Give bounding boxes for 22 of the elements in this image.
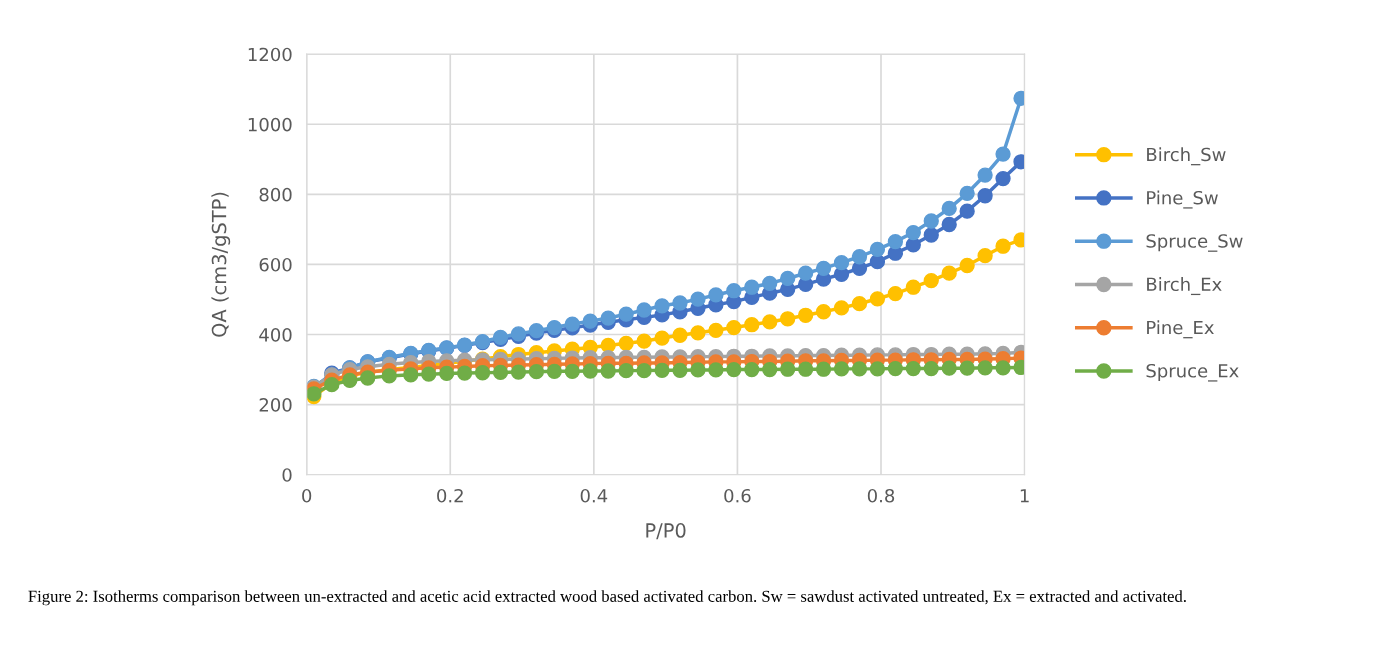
x-tick-label: 0.4 (580, 488, 608, 503)
y-tick-label: 1000 (248, 117, 292, 132)
y-tick-label: 1200 (248, 47, 292, 62)
legend-label: Spruce_Ex (1146, 363, 1239, 382)
legend-label: Spruce_Sw (1146, 234, 1243, 252)
x-tick-label: 0.6 (724, 488, 751, 503)
x-tick-label: 0.2 (437, 488, 463, 503)
y-tick-label: 600 (259, 257, 292, 272)
x-tick-label: 0.8 (867, 488, 895, 503)
y-tick-label: 200 (259, 398, 292, 412)
caption: Figure 2: Isotherms comparison between un-extracted and acetic acid extracted wood based activated carbon. Sw = sawdust activated untreated, Ex = extracted and activated. (28, 590, 1186, 606)
y-tick-label: 800 (259, 187, 292, 202)
x-axis-title: P/P0 (646, 523, 686, 540)
x-tick-label: 1 (1020, 489, 1029, 503)
legend-label: Birch_Ex (1147, 277, 1222, 296)
y-tick-label: 400 (259, 328, 292, 342)
legend-label: Pine_Sw (1147, 190, 1218, 209)
y-tick-label: 0 (282, 468, 292, 482)
x-tick-label: 0 (302, 488, 312, 503)
legend-label: Birch_Sw (1147, 147, 1226, 166)
legend-label: Pine_Ex (1147, 320, 1214, 339)
y-axis-title: QA (cm3/gSTP) (211, 192, 231, 337)
